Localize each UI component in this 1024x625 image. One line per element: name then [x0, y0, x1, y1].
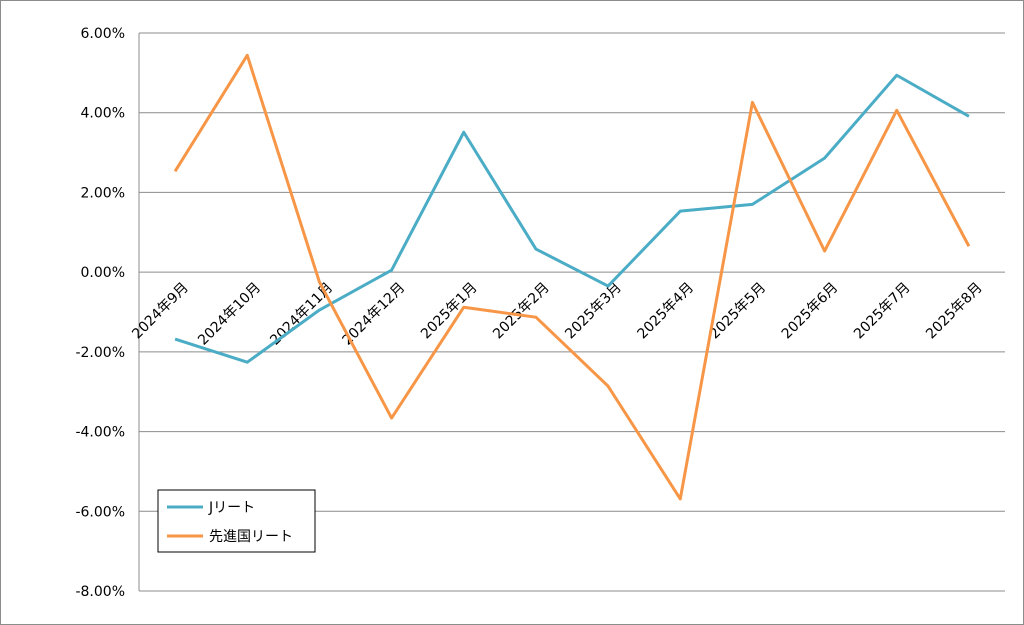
y-tick-label: -2.00% [75, 345, 125, 361]
series-line-0 [174, 73, 970, 364]
x-tick-label: 2025年7月 [851, 280, 914, 343]
y-tick-label: 4.00% [81, 106, 125, 122]
x-tick-label: 2025年5月 [707, 280, 770, 343]
y-axis-ticks: -8.00% -6.00% -4.00% -2.00% 0.00% 2.00% 4.00% 6… [75, 26, 125, 600]
x-tick-label: 2025年3月 [562, 280, 625, 343]
x-tick-label: 2025年4月 [634, 280, 697, 343]
x-tick-label: 2025年1月 [418, 280, 481, 343]
x-tick-label: 2025年8月 [923, 280, 986, 343]
legend-box [157, 489, 316, 553]
y-tick-label: 0.00% [81, 265, 125, 281]
gridlines [138, 32, 1005, 592]
y-tick-label: -8.00% [75, 584, 125, 600]
y-tick-label: 2.00% [81, 185, 125, 201]
x-tick-label: 2024年11月 [267, 280, 336, 349]
y-tick-label: -6.00% [75, 504, 125, 520]
legend-label: 先進国リート [209, 529, 293, 545]
series-lines [173, 53, 971, 501]
x-tick-label: 2025年6月 [779, 280, 842, 343]
legend-label: Jリート [208, 500, 255, 516]
series-line-1 [173, 53, 971, 501]
y-tick-label: 6.00% [81, 26, 125, 42]
y-tick-label: -4.00% [75, 425, 125, 441]
x-tick-label: 2024年10月 [195, 280, 264, 349]
